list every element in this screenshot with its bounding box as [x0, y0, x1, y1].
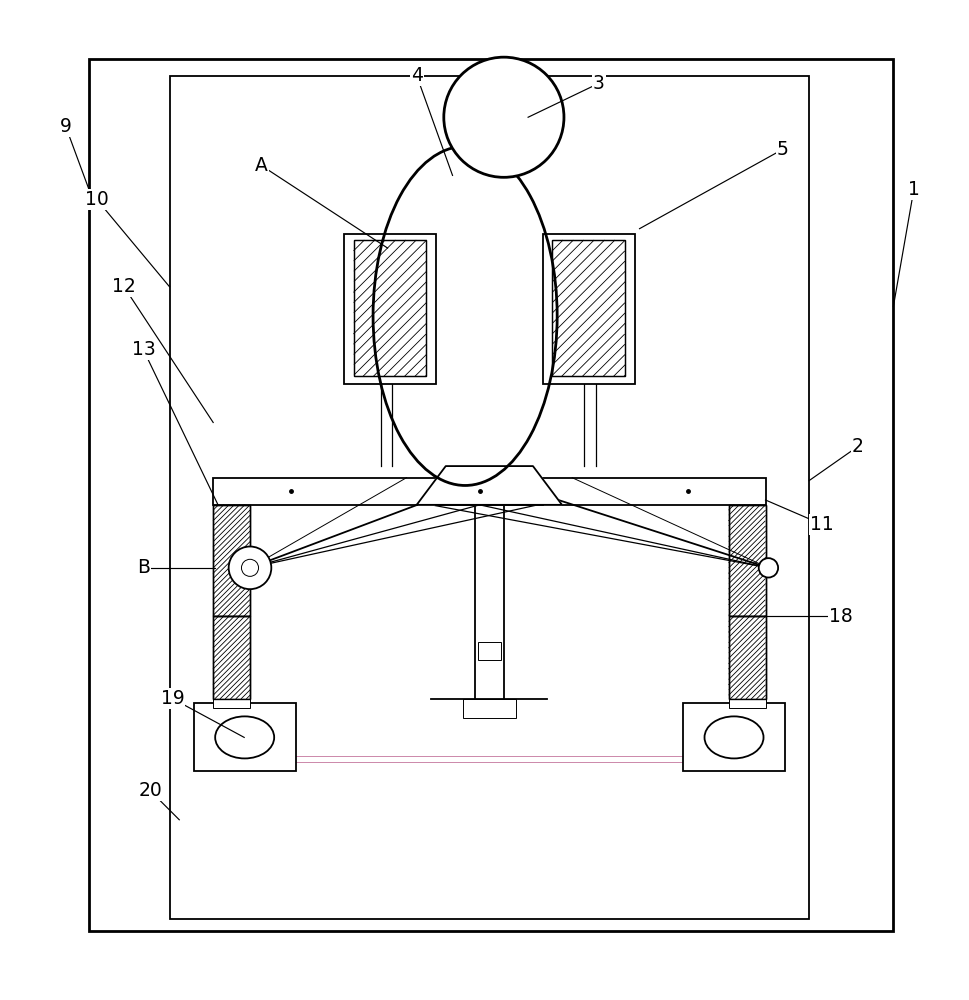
- Bar: [213, 478, 766, 505]
- Bar: [478, 642, 501, 660]
- Text: 11: 11: [810, 515, 833, 534]
- Bar: [89, 59, 893, 931]
- Text: 10: 10: [85, 190, 109, 209]
- Text: A: A: [255, 156, 268, 175]
- Bar: [729, 616, 766, 699]
- Bar: [683, 703, 785, 771]
- Text: 3: 3: [593, 74, 605, 93]
- Bar: [213, 699, 250, 708]
- Bar: [729, 616, 766, 699]
- Text: 2: 2: [852, 437, 863, 456]
- Text: 20: 20: [139, 781, 162, 800]
- Bar: [543, 234, 635, 384]
- Bar: [463, 699, 516, 718]
- Circle shape: [444, 57, 564, 177]
- Bar: [194, 703, 296, 771]
- Text: 9: 9: [60, 117, 72, 136]
- Circle shape: [229, 547, 271, 589]
- Bar: [170, 76, 809, 919]
- Text: 18: 18: [829, 607, 853, 626]
- Text: 4: 4: [411, 66, 422, 85]
- Bar: [729, 699, 766, 708]
- Text: 12: 12: [112, 277, 136, 296]
- Text: 19: 19: [161, 689, 184, 708]
- Text: 13: 13: [132, 340, 155, 359]
- Bar: [729, 505, 766, 616]
- Text: 5: 5: [777, 140, 789, 159]
- Text: 1: 1: [908, 180, 920, 199]
- Bar: [354, 240, 426, 376]
- Bar: [213, 505, 250, 616]
- Bar: [213, 616, 250, 699]
- Text: B: B: [137, 558, 150, 577]
- Bar: [354, 240, 426, 376]
- Circle shape: [241, 559, 259, 576]
- Ellipse shape: [704, 716, 764, 758]
- Circle shape: [759, 558, 778, 578]
- Polygon shape: [417, 466, 562, 505]
- Bar: [552, 240, 625, 376]
- Bar: [552, 240, 625, 376]
- Bar: [213, 616, 250, 699]
- Bar: [213, 505, 250, 616]
- Bar: [344, 234, 436, 384]
- Bar: [729, 505, 766, 616]
- Ellipse shape: [215, 716, 274, 758]
